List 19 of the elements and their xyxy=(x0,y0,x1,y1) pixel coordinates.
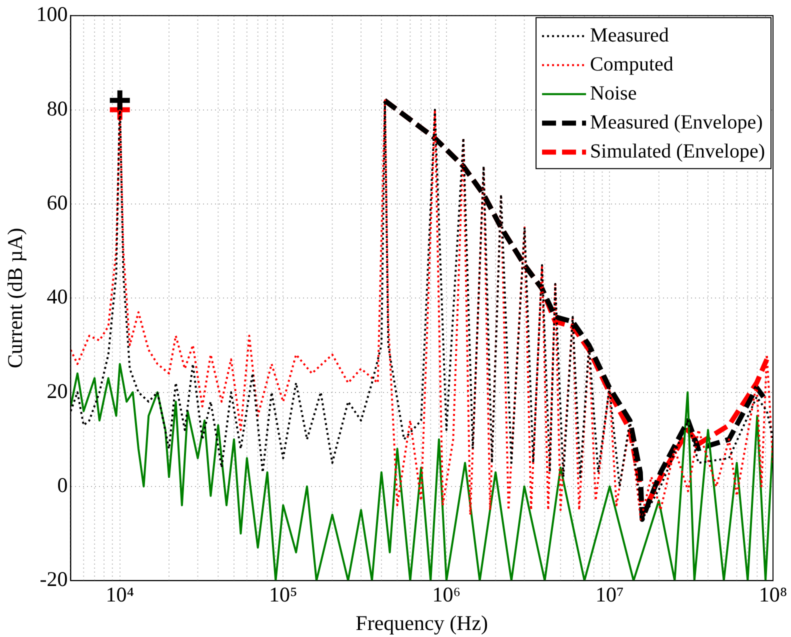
legend-label: Simulated (Envelope) xyxy=(590,140,765,162)
x-tick-label: 10⁷ xyxy=(596,582,624,607)
x-tick-label: 10⁵ xyxy=(268,582,298,607)
y-tick-label: 60 xyxy=(46,190,68,214)
y-tick-label: 80 xyxy=(46,96,68,120)
legend-label: Measured xyxy=(590,24,669,46)
x-axis-title: Frequency (Hz) xyxy=(356,610,488,635)
legend-label: Computed xyxy=(590,53,674,76)
y-tick-label: 100 xyxy=(36,2,68,26)
x-tick-label: 10⁸ xyxy=(758,582,788,607)
y-tick-label: -20 xyxy=(40,567,68,592)
y-tick-label: 20 xyxy=(46,378,68,403)
y-tick-label: 0 xyxy=(57,472,68,497)
legend-label: Noise xyxy=(590,82,637,104)
y-axis-title: Current (dB µA) xyxy=(3,228,28,368)
x-tick-label: 10⁴ xyxy=(106,582,134,607)
x-tick-label: 10⁶ xyxy=(432,582,461,607)
legend-label: Measured (Envelope) xyxy=(590,111,763,134)
y-tick-label: 40 xyxy=(46,284,68,309)
